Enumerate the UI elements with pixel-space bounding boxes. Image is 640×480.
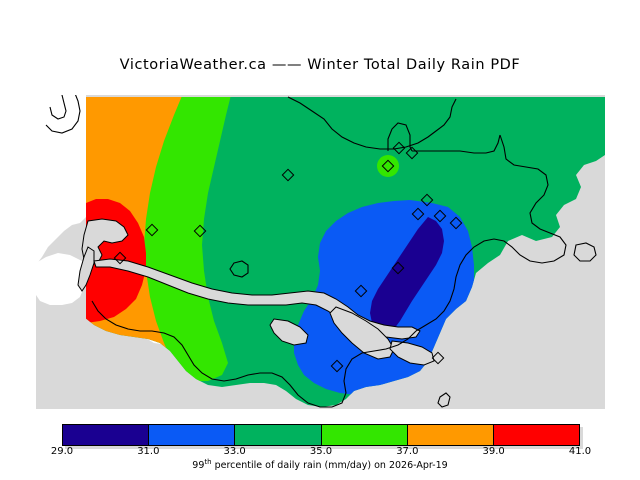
south-coast	[91, 300, 332, 408]
station-marker[interactable]	[405, 146, 419, 160]
station-marker[interactable]	[354, 284, 368, 298]
south-bay-b	[389, 340, 435, 366]
colorbar-band[interactable]	[320, 425, 407, 445]
colorbar-tick: 35.0	[309, 446, 333, 457]
southeast-coast	[331, 330, 417, 408]
station-anomaly-blob	[377, 155, 399, 177]
caption-superscript: th	[204, 458, 212, 466]
colorbar-tick: 29.0	[50, 446, 74, 457]
band-29-31	[370, 217, 444, 333]
colorbar-tick: 37.0	[396, 446, 419, 457]
figure-title: VictoriaWeather.ca —— Winter Total Daily…	[119, 57, 521, 73]
north-peninsula	[387, 122, 413, 152]
station-marker[interactable]	[431, 351, 445, 365]
islet-south	[437, 392, 451, 408]
map-canvas	[36, 95, 605, 409]
north-coast	[287, 96, 457, 150]
station-marker[interactable]	[145, 223, 159, 237]
colorbar-tick: 31.0	[137, 446, 160, 457]
colorbar-band[interactable]	[63, 425, 149, 445]
outside-domain-left	[36, 95, 86, 265]
station-marker[interactable]	[330, 359, 344, 373]
colorbar-band[interactable]	[148, 425, 235, 445]
harbour-channel	[77, 246, 95, 292]
station-marker[interactable]	[381, 159, 395, 173]
station-marker[interactable]	[281, 168, 295, 182]
colorbar-tick: 39.0	[482, 446, 505, 457]
colorbar-tick: 41.0	[568, 446, 592, 457]
islet-central	[229, 260, 249, 278]
station-marker[interactable]	[420, 193, 434, 207]
south-bay-c	[269, 318, 309, 346]
south-bay-a	[329, 306, 395, 360]
station-marker[interactable]	[193, 224, 207, 238]
station-marker[interactable]	[433, 209, 447, 223]
islet-east	[573, 242, 597, 262]
colorbar-band[interactable]	[406, 425, 493, 445]
colorbar[interactable]	[62, 424, 583, 449]
station-marker[interactable]	[449, 216, 463, 230]
band-35-37	[86, 97, 232, 381]
station-marker[interactable]	[411, 207, 425, 221]
fragment-northwest-a	[49, 95, 67, 120]
water-bodies	[77, 218, 435, 366]
colorbar-tick-labels: 29.0 31.0 33.0 35.0 37.0 39.0 41.0	[0, 446, 640, 460]
colorbar-band[interactable]	[492, 425, 580, 445]
map-panel[interactable]	[36, 95, 605, 409]
station-marker[interactable]	[391, 261, 405, 275]
caption-prefix: 99	[192, 460, 205, 472]
northeast-coast	[412, 134, 501, 154]
station-marker[interactable]	[113, 251, 127, 265]
colorbar-band[interactable]	[234, 425, 321, 445]
colorbar-bands[interactable]	[62, 424, 580, 446]
colorbar-caption: 99th percentile of daily rain (mm/day) o…	[0, 458, 640, 471]
strait	[93, 258, 421, 340]
station-markers[interactable]	[113, 141, 463, 373]
colorbar-tick: 33.0	[223, 446, 246, 457]
coastline	[45, 95, 597, 408]
caption-rest: percentile of daily rain (mm/day) on 202…	[211, 460, 448, 472]
station-marker[interactable]	[392, 141, 406, 155]
fragment-northwest-b	[45, 95, 81, 134]
east-coast	[415, 134, 567, 332]
